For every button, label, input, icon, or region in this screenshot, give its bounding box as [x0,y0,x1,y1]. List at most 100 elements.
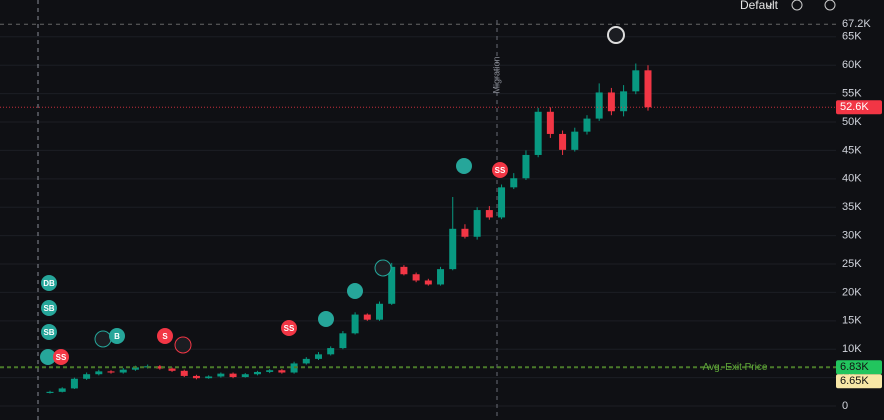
y-tick-label: 0 [842,400,848,412]
price-tag [836,374,882,389]
trade-marker-label[interactable]: S [162,332,168,341]
trade-marker-label[interactable]: B [114,332,120,341]
candle-body [437,269,445,285]
y-tick-label: 60K [842,59,862,71]
candle-body [412,274,420,281]
avg-exit-label: Avg. Exit Price [703,362,768,373]
candle-body [363,314,371,320]
candle-body [217,373,225,377]
dropdown-caret[interactable] [765,3,773,8]
price-tag [836,360,882,375]
candle-body [559,133,567,150]
candle-body [278,370,286,373]
search-icon[interactable] [791,0,803,11]
candle-body [302,358,310,364]
candle-body [473,210,481,237]
candle-body [168,368,176,371]
candle-body [192,375,200,379]
y-tick-label: 50K [842,116,862,128]
candle-body [131,367,139,370]
candle-body [58,388,66,392]
candle-body [510,178,518,188]
trade-marker[interactable] [41,324,57,340]
trade-marker[interactable] [157,328,173,344]
trade-marker-label[interactable]: SB [43,304,54,313]
layout-dropdown[interactable]: Default [740,0,779,12]
icon-marker[interactable] [174,336,192,354]
candle-body [229,373,237,378]
candle-body [205,376,213,379]
candle-body [83,374,91,379]
candle-body [522,154,530,179]
candle-body [461,228,469,237]
settings-icon[interactable] [824,0,836,11]
trade-marker[interactable] [53,349,69,365]
candle-body [388,266,396,304]
trade-marker[interactable] [281,320,297,336]
price-tag-label: 6.65K [840,375,869,387]
emoji-marker[interactable] [347,283,363,299]
candle-body [583,118,591,132]
candle-body [46,391,54,393]
y-tick-label: 65K [842,31,862,43]
candle-body [449,228,457,270]
candle-body [534,111,542,155]
candle-body [546,111,554,134]
trade-marker-label[interactable]: DB [43,279,55,288]
candle-body [70,378,78,389]
candle-body [156,366,164,369]
y-tick-label: 15K [842,315,862,327]
marker[interactable] [40,349,56,365]
trade-marker-label[interactable]: SS [495,166,506,175]
y-tick-label: 40K [842,173,862,185]
candle-body [644,70,652,108]
candle-body [327,348,335,355]
y-tick-label: 30K [842,230,862,242]
trade-marker-label[interactable]: SS [284,324,295,333]
trade-marker-label[interactable]: SS [56,353,67,362]
candle-body [571,131,579,150]
candle-body [632,70,640,92]
candle-body [107,371,115,373]
candle-body [339,333,347,349]
icon-marker[interactable] [374,259,392,277]
y-tick-label: 67.2K [842,18,871,30]
emoji-marker[interactable] [318,311,334,327]
candle-body [253,371,261,375]
emoji-marker[interactable] [456,158,472,174]
trade-marker-label[interactable]: SB [43,328,54,337]
trade-marker[interactable] [492,162,508,178]
candle-body [351,314,359,334]
candle-body [424,280,432,285]
candle-body [241,374,249,378]
price-tag [836,100,882,115]
candle-body [266,370,274,372]
candle-body [485,210,493,218]
trade-marker[interactable] [41,275,57,291]
candle-body [314,354,322,359]
candle-body [376,303,384,320]
trade-marker[interactable] [41,300,57,316]
candle-body [620,91,628,112]
migration-label: Migration [491,56,501,93]
y-tick-label: 25K [842,258,862,270]
icon-marker[interactable] [94,330,112,348]
y-tick-label: 10K [842,343,862,355]
candle-body [595,92,603,119]
candle-body [400,266,408,275]
grid [0,23,836,407]
candle-body [95,371,103,375]
candle-body [607,92,615,112]
y-tick-label: 55K [842,88,862,100]
icon-marker[interactable] [607,26,625,44]
trade-marker[interactable] [109,328,125,344]
y-tick-label: 20K [842,286,862,298]
candle-body [498,187,506,218]
price-tag-label: 6.83K [840,361,869,373]
price-tag-label: 52.6K [840,101,869,113]
candle-body [180,370,188,376]
